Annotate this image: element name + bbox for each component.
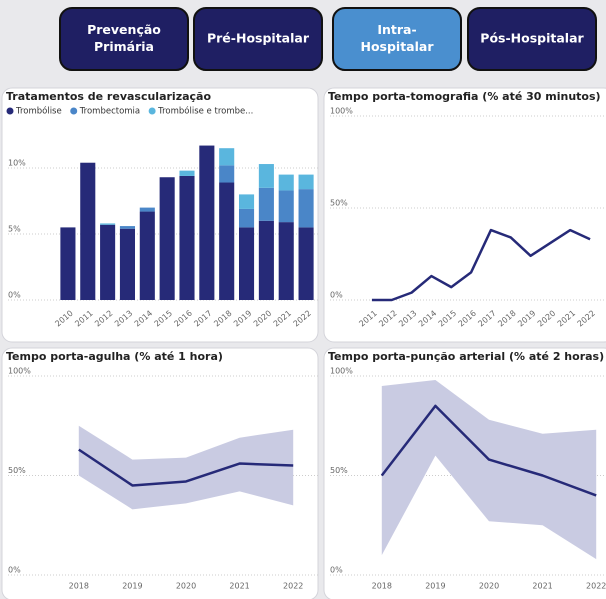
bar-segment — [179, 175, 195, 300]
bar-segment — [298, 227, 314, 300]
line — [380, 404, 597, 497]
bar-segment — [298, 189, 314, 228]
legend-swatch — [6, 107, 14, 115]
nav-label[interactable]: Intra- — [377, 22, 416, 37]
x-tick-label: 2018 — [69, 582, 89, 591]
bar-segment — [278, 174, 294, 191]
line — [78, 448, 294, 487]
y-tick-label: 10% — [8, 159, 26, 168]
x-tick-label: 2019 — [122, 582, 142, 591]
bar-segment — [119, 228, 136, 300]
bar-segment — [219, 165, 235, 183]
nav-label[interactable]: Hospitalar — [360, 39, 434, 54]
bar-segment — [238, 227, 255, 300]
confidence-band — [381, 379, 597, 560]
nav-label[interactable]: Pré-Hospitalar — [207, 31, 310, 46]
bar-segment — [179, 170, 195, 176]
nav-label[interactable]: Prevenção — [87, 22, 161, 37]
chart-title: Tempo porta-agulha (% até 1 hora) — [6, 350, 223, 363]
bar-segment — [219, 182, 235, 300]
x-tick-label: 2020 — [479, 582, 499, 591]
bar-segment — [139, 207, 155, 212]
legend-label: Trombectomia — [79, 107, 140, 117]
x-tick-label: 2021 — [229, 582, 249, 591]
bar-segment — [119, 226, 136, 229]
y-tick-label: 50% — [330, 199, 348, 208]
bar-segment — [258, 187, 274, 221]
nav-label[interactable]: Pós-Hospitalar — [480, 31, 584, 46]
bar-segment — [199, 145, 215, 300]
bar-segment — [298, 174, 314, 190]
bar-segment — [60, 227, 76, 300]
chart-title: Tempo porta-punção arterial (% até 2 hor… — [328, 350, 604, 363]
legend-label: Trombólise — [15, 106, 62, 117]
nav-button-bg[interactable] — [59, 7, 189, 71]
bar-segment — [238, 208, 255, 228]
bar-segment — [238, 194, 255, 209]
x-tick-label: 2022 — [586, 582, 606, 591]
y-tick-label: 50% — [330, 466, 348, 475]
y-tick-label: 0% — [330, 566, 343, 575]
bar-segment — [159, 177, 175, 300]
bar-segment — [258, 164, 274, 188]
bar-segment — [139, 211, 155, 300]
x-tick-label: 2021 — [532, 582, 552, 591]
y-tick-label: 100% — [330, 107, 353, 116]
nav-label[interactable]: Primária — [94, 39, 154, 54]
x-tick-label: 2018 — [372, 582, 392, 591]
chart-title: Tratamentos de revascularização — [6, 90, 211, 103]
y-tick-label: 0% — [8, 291, 21, 300]
nav-button[interactable]: Prevenção Primária — [59, 7, 189, 71]
y-tick-label: 0% — [8, 566, 21, 575]
bar-segment — [278, 222, 294, 300]
legend-label: Trombólise e trombe... — [157, 106, 253, 117]
confidence-band — [78, 425, 294, 510]
nav-button[interactable]: Pós-Hospitalar — [467, 7, 597, 71]
nav-button-bg[interactable] — [467, 7, 597, 71]
x-tick-label: 2020 — [176, 582, 196, 591]
y-tick-label: 0% — [330, 291, 343, 300]
chart-title: Tempo porta-tomografia (% até 30 minutos… — [328, 90, 601, 103]
nav-button-bg[interactable] — [193, 7, 323, 71]
y-tick-label: 5% — [8, 225, 21, 234]
legend-swatch — [148, 107, 156, 115]
y-tick-label: 50% — [8, 466, 26, 475]
nav-button-bg[interactable] — [332, 7, 462, 71]
bar-segment — [219, 148, 235, 166]
panel — [323, 87, 606, 343]
legend-swatch — [70, 107, 78, 115]
line — [371, 228, 591, 302]
bar-segment — [100, 223, 116, 225]
y-tick-label: 100% — [330, 367, 353, 376]
nav-button[interactable]: Intra- Hospitalar — [332, 7, 462, 71]
x-tick-label: 2019 — [425, 582, 445, 591]
bar-segment — [258, 220, 274, 300]
bar-segment — [100, 224, 116, 300]
x-tick-label: 2022 — [283, 582, 303, 591]
bar-segment — [278, 190, 294, 223]
y-tick-label: 100% — [8, 367, 31, 376]
nav-button[interactable]: Pré-Hospitalar — [193, 7, 323, 71]
bar-segment — [80, 162, 96, 300]
